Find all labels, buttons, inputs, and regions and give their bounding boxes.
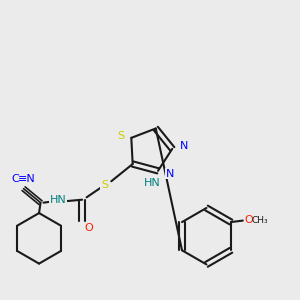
Text: N: N (166, 169, 174, 179)
Text: S: S (117, 131, 124, 141)
Text: N: N (180, 141, 188, 151)
Text: ≡N: ≡N (18, 174, 35, 184)
Text: HN: HN (144, 178, 161, 188)
Text: CH₃: CH₃ (251, 216, 268, 225)
Text: O: O (244, 215, 253, 225)
Text: C: C (11, 174, 19, 184)
Text: O: O (84, 223, 93, 233)
Text: S: S (101, 180, 108, 190)
Text: HN: HN (50, 195, 67, 205)
